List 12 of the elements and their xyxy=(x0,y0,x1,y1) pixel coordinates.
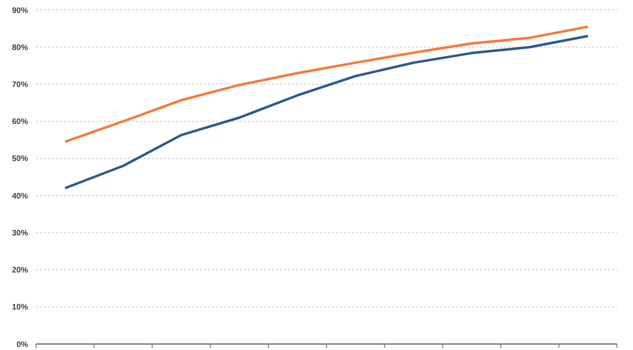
y-tick-label: 0% xyxy=(16,340,28,349)
line-series xyxy=(64,34,590,190)
line-series xyxy=(64,25,590,143)
y-tick-label: 40% xyxy=(12,191,28,200)
y-tick-label: 20% xyxy=(12,266,28,275)
y-tick-label: 60% xyxy=(12,117,28,126)
y-tick-label: 80% xyxy=(12,42,28,52)
y-tick-label: 70% xyxy=(12,80,28,90)
y-tick-label: 50% xyxy=(12,154,28,164)
y-tick-label: 10% xyxy=(12,302,28,312)
y-tick-label: 90% xyxy=(12,6,28,15)
y-tick-label: 30% xyxy=(12,228,28,238)
